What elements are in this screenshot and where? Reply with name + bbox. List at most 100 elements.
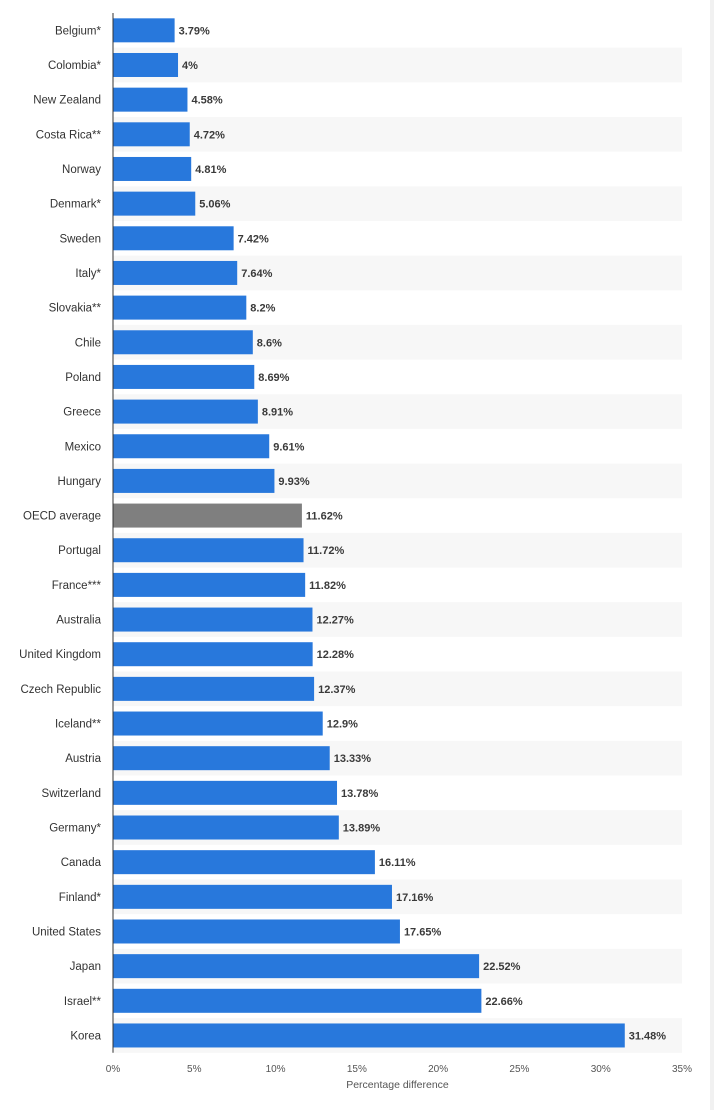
bar-australia[interactable] [113, 607, 313, 632]
bar-chile[interactable] [113, 330, 253, 355]
x-tick-labels-group: 0% 5% 10% 15% 20% 25% 30% 35% [106, 1064, 692, 1075]
bar-hungary[interactable] [113, 468, 275, 493]
category-label-colombia: Colombia* [48, 60, 102, 72]
category-label-portugal: Portugal [58, 545, 101, 557]
bar-sweden[interactable] [113, 226, 234, 251]
x-tick-label-30: 30% [591, 1064, 611, 1075]
bar-korea[interactable] [113, 1023, 625, 1048]
bar-oecd-average[interactable] [113, 503, 302, 528]
x-tick-label-5: 5% [187, 1064, 202, 1075]
value-label-portugal: 11.72% [308, 545, 345, 557]
bar-portugal[interactable] [113, 538, 304, 563]
value-label-chile: 8.6% [257, 337, 282, 349]
value-label-colombia: 4% [182, 60, 198, 72]
bar-united-kingdom[interactable] [113, 642, 313, 667]
bar-norway[interactable] [113, 156, 192, 181]
bar-austria[interactable] [113, 746, 330, 771]
bar-mexico[interactable] [113, 434, 270, 459]
bar-denmark[interactable] [113, 191, 196, 216]
value-label-korea: 31.48% [629, 1030, 667, 1042]
bar-switzerland[interactable] [113, 780, 338, 805]
value-label-united-kingdom: 12.28% [317, 649, 355, 661]
category-label-poland: Poland [65, 372, 101, 384]
value-label-united-states: 17.65% [404, 926, 442, 938]
category-label-belgium: Belgium* [55, 25, 102, 37]
category-label-new-zealand: New Zealand [33, 95, 101, 107]
category-labels-group: Belgium* Colombia* New Zealand Costa Rica**… [19, 25, 101, 1042]
category-label-costa-rica: Costa Rica** [36, 129, 102, 141]
value-label-hungary: 9.93% [278, 476, 309, 488]
bar-canada[interactable] [113, 850, 375, 875]
bar-france[interactable] [113, 572, 306, 597]
bar-greece[interactable] [113, 399, 258, 424]
category-label-czech-republic: Czech Republic [20, 684, 101, 696]
bar-finland[interactable] [113, 884, 392, 909]
category-label-slovakia: Slovakia** [49, 303, 102, 315]
value-label-poland: 8.69% [258, 372, 289, 384]
x-tick-label-35: 35% [672, 1064, 692, 1075]
value-label-denmark: 5.06% [199, 199, 230, 211]
scroll-edge [710, 0, 714, 1110]
bar-iceland[interactable] [113, 711, 323, 736]
category-label-denmark: Denmark* [50, 199, 102, 211]
category-label-switzerland: Switzerland [42, 788, 101, 800]
category-label-france: France*** [52, 580, 102, 592]
category-label-canada: Canada [61, 857, 102, 869]
category-label-norway: Norway [62, 164, 101, 176]
category-label-oecd-average: OECD average [23, 511, 101, 523]
category-label-finland: Finland* [59, 892, 102, 904]
value-label-switzerland: 13.78% [341, 788, 379, 800]
category-label-australia: Australia [56, 615, 101, 627]
bar-slovakia[interactable] [113, 295, 247, 320]
value-label-slovakia: 8.2% [250, 303, 275, 315]
category-label-italy: Italy* [75, 268, 101, 280]
value-label-finland: 17.16% [396, 892, 434, 904]
bar-germany[interactable] [113, 815, 339, 840]
x-tick-label-10: 10% [266, 1064, 286, 1075]
value-label-israel: 22.66% [485, 996, 523, 1008]
value-label-norway: 4.81% [195, 164, 226, 176]
category-label-hungary: Hungary [58, 476, 102, 488]
category-label-sweden: Sweden [59, 233, 101, 245]
x-tick-label-0: 0% [106, 1064, 121, 1075]
bar-colombia[interactable] [113, 52, 179, 77]
value-label-australia: 12.27% [316, 615, 354, 627]
value-label-iceland: 12.9% [327, 719, 358, 731]
bar-israel[interactable] [113, 988, 482, 1013]
category-label-germany: Germany* [49, 823, 101, 835]
bar-new-zealand[interactable] [113, 87, 188, 112]
value-label-canada: 16.11% [379, 857, 416, 869]
bar-japan[interactable] [113, 954, 480, 979]
value-label-czech-republic: 12.37% [318, 684, 356, 696]
value-label-oecd-average: 11.62% [306, 511, 343, 523]
value-label-mexico: 9.61% [273, 441, 304, 453]
bar-poland[interactable] [113, 364, 255, 389]
category-label-iceland: Iceland** [55, 719, 102, 731]
bar-costa-rica[interactable] [113, 122, 190, 147]
value-label-austria: 13.33% [334, 753, 372, 765]
category-label-chile: Chile [75, 337, 101, 349]
bar-italy[interactable] [113, 260, 238, 285]
x-tick-label-25: 25% [509, 1064, 529, 1075]
category-label-united-states: United States [32, 926, 101, 938]
value-label-greece: 8.91% [262, 407, 293, 419]
x-axis-title: Percentage difference [346, 1079, 449, 1091]
category-label-japan: Japan [70, 961, 101, 973]
value-label-italy: 7.64% [241, 268, 272, 280]
row-shade-costa-rica [113, 116, 682, 152]
value-label-belgium: 3.79% [179, 25, 210, 37]
value-label-japan: 22.52% [483, 961, 521, 973]
bar-czech-republic[interactable] [113, 676, 315, 701]
category-label-united-kingdom: United Kingdom [19, 649, 101, 661]
bar-united-states[interactable] [113, 919, 400, 944]
value-label-costa-rica: 4.72% [194, 129, 225, 141]
value-labels-group: 3.79% 4% 4.58% 4.72% 4.81% 5.06% 7.42% 7.64% 8.2… [179, 25, 667, 1042]
value-label-france: 11.82% [309, 580, 346, 592]
x-tick-label-15: 15% [347, 1064, 367, 1075]
bar-belgium[interactable] [113, 18, 175, 43]
row-shade-colombia [113, 47, 682, 83]
category-label-korea: Korea [70, 1030, 101, 1042]
row-shade-denmark [113, 186, 682, 221]
category-label-israel: Israel** [64, 996, 102, 1008]
